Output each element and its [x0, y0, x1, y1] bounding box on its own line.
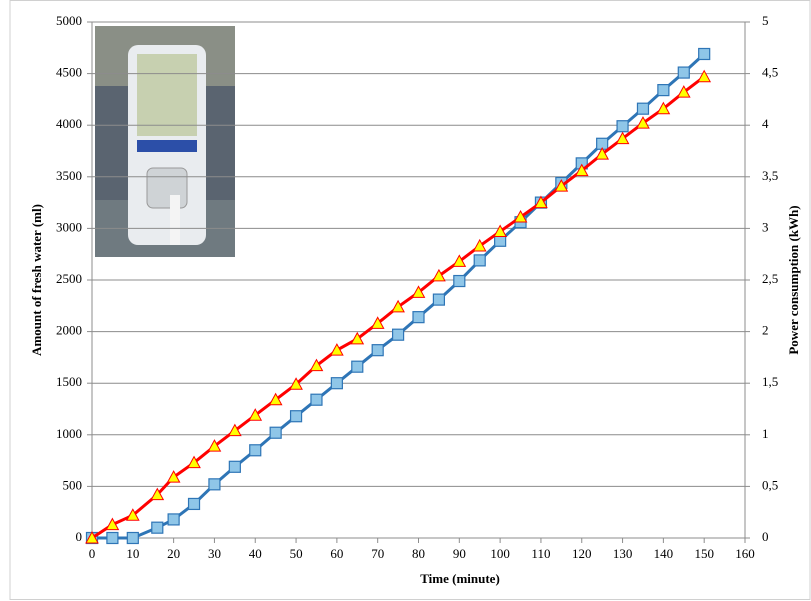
marker: [105, 517, 120, 531]
marker: [370, 316, 385, 329]
marker: [432, 293, 446, 306]
x-tick-label: 110: [531, 546, 550, 561]
marker: [167, 513, 180, 526]
y-tick-label: 1000: [56, 426, 82, 441]
x-tick-label: 140: [654, 546, 674, 561]
marker: [166, 470, 181, 483]
marker: [473, 254, 486, 267]
x-tick-label: 120: [572, 546, 592, 561]
x-tick-label: 30: [208, 546, 221, 561]
x-tick-label: 100: [490, 546, 510, 561]
marker: [268, 392, 283, 406]
marker: [126, 531, 139, 545]
marker: [187, 455, 201, 469]
y-tick-label: 3500: [56, 168, 82, 183]
marker: [453, 274, 466, 288]
marker: [289, 410, 303, 423]
marker: [289, 377, 303, 390]
y-tick-label: 500: [63, 477, 83, 492]
marker: [125, 508, 140, 521]
y-tick-label: 4000: [56, 116, 82, 131]
x-tick-label: 40: [249, 546, 262, 561]
y2-tick-label: 0,5: [762, 477, 778, 492]
y2-tick-label: 4,5: [762, 65, 778, 80]
marker: [615, 131, 630, 145]
marker: [228, 460, 241, 473]
marker: [698, 47, 711, 61]
x-tick-label: 20: [167, 546, 180, 561]
y-tick-label: 5000: [56, 13, 82, 28]
marker: [350, 331, 365, 345]
marker: [493, 224, 507, 237]
marker: [452, 254, 467, 267]
marker: [656, 101, 671, 115]
y-axis-title: Amount of fresh water (ml): [29, 204, 44, 356]
marker: [574, 163, 589, 177]
y2-tick-label: 3: [762, 219, 769, 234]
y-tick-label: 1500: [56, 374, 82, 389]
y2-tick-label: 3,5: [762, 168, 778, 183]
marker: [248, 408, 263, 421]
marker: [616, 120, 629, 133]
x-tick-label: 80: [412, 546, 425, 561]
marker: [412, 311, 425, 324]
y-tick-label: 2000: [56, 323, 82, 338]
marker: [636, 116, 650, 129]
y2-tick-label: 2,5: [762, 271, 778, 286]
marker: [554, 179, 569, 192]
inset-photo: [95, 26, 235, 257]
marker: [151, 521, 164, 534]
x-tick-label: 60: [330, 546, 343, 561]
marker: [636, 102, 650, 115]
y2-tick-label: 4: [762, 116, 769, 131]
marker: [249, 444, 262, 457]
x-tick-label: 70: [371, 546, 384, 561]
marker: [472, 238, 487, 252]
y-tick-label: 3000: [56, 219, 82, 234]
marker: [351, 360, 364, 373]
marker: [513, 210, 528, 223]
y-tick-label: 4500: [56, 65, 82, 80]
marker: [330, 377, 343, 390]
marker: [150, 487, 165, 501]
y2-tick-label: 5: [762, 13, 769, 28]
marker: [697, 69, 712, 83]
y2-tick-label: 1: [762, 426, 769, 441]
marker: [676, 85, 691, 98]
marker: [411, 285, 426, 298]
marker: [391, 299, 405, 313]
y2-tick-label: 0: [762, 529, 769, 544]
marker: [309, 358, 324, 372]
x-tick-label: 130: [613, 546, 633, 561]
x-tick-label: 90: [453, 546, 466, 561]
x-tick-label: 150: [694, 546, 714, 561]
y-tick-label: 2500: [56, 271, 82, 286]
marker: [106, 531, 119, 545]
y2-tick-label: 1,5: [762, 374, 778, 389]
marker: [595, 147, 609, 160]
y2-tick-label: 2: [762, 323, 769, 338]
marker: [534, 195, 548, 209]
x-tick-label: 0: [89, 546, 96, 561]
marker: [187, 497, 201, 511]
marker: [677, 66, 690, 79]
x-tick-label: 160: [735, 546, 755, 561]
x-tick-label: 10: [126, 546, 139, 561]
marker: [432, 268, 446, 282]
marker: [391, 328, 405, 341]
marker: [208, 478, 221, 491]
marker: [85, 530, 99, 544]
y2-axis-title: Power consumption (kWh): [786, 205, 801, 354]
marker: [207, 439, 222, 452]
x-tick-label: 50: [290, 546, 303, 561]
marker: [330, 343, 344, 356]
marker: [269, 426, 282, 439]
marker: [228, 423, 242, 437]
x-axis-title: Time (minute): [420, 571, 500, 586]
marker: [310, 393, 323, 406]
y-tick-label: 0: [76, 529, 83, 544]
marker: [371, 344, 384, 357]
marker: [657, 84, 670, 97]
